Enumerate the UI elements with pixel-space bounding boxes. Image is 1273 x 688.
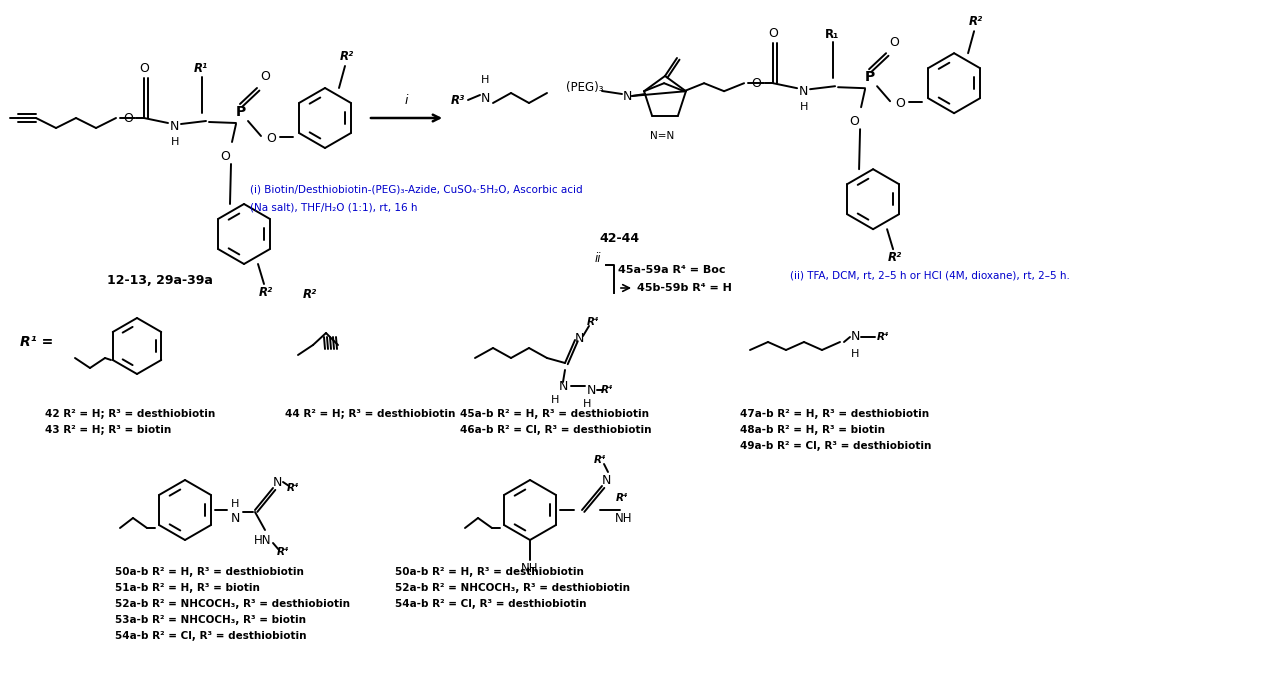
Text: (Na salt), THF/H₂O (1:1), rt, 16 h: (Na salt), THF/H₂O (1:1), rt, 16 h [250, 202, 418, 212]
Text: O: O [768, 27, 778, 40]
Text: P: P [864, 70, 876, 84]
Text: H: H [799, 103, 808, 112]
Text: 54a-b R² = Cl, R³ = desthiobiotin: 54a-b R² = Cl, R³ = desthiobiotin [395, 599, 587, 609]
Text: O: O [889, 36, 899, 49]
Text: i: i [405, 94, 407, 107]
Text: N: N [480, 92, 490, 105]
Text: N: N [798, 85, 808, 98]
Text: H: H [850, 349, 859, 359]
Text: R⁴: R⁴ [616, 493, 629, 503]
Text: N: N [559, 380, 568, 392]
Text: O: O [751, 76, 761, 89]
Text: (i) Biotin/Desthiobiotin-(PEG)₃-Azide, CuSO₄·5H₂O, Ascorbic acid: (i) Biotin/Desthiobiotin-(PEG)₃-Azide, C… [250, 185, 583, 195]
Text: R¹: R¹ [193, 63, 207, 76]
Text: 12-13, 29a-39a: 12-13, 29a-39a [107, 274, 213, 286]
Text: 44 R² = H; R³ = desthiobiotin: 44 R² = H; R³ = desthiobiotin [285, 409, 456, 419]
Text: O: O [260, 70, 270, 83]
Text: R²: R² [258, 286, 274, 299]
Text: 52a-b R² = NHCOCH₃, R³ = desthiobiotin: 52a-b R² = NHCOCH₃, R³ = desthiobiotin [115, 599, 350, 609]
Text: (ii) TFA, DCM, rt, 2–5 h or HCl (4M, dioxane), rt, 2–5 h.: (ii) TFA, DCM, rt, 2–5 h or HCl (4M, dio… [791, 270, 1069, 280]
Text: 45a-b R² = H, R³ = desthiobiotin: 45a-b R² = H, R³ = desthiobiotin [460, 409, 649, 419]
Text: N: N [169, 120, 178, 133]
Text: NH: NH [615, 511, 633, 524]
Text: 50a-b R² = H, R³ = desthiobiotin: 50a-b R² = H, R³ = desthiobiotin [115, 567, 304, 577]
Text: O: O [895, 97, 905, 109]
Text: N: N [601, 473, 611, 486]
Text: R⁴: R⁴ [877, 332, 890, 342]
Text: HN: HN [255, 533, 271, 546]
Text: R²: R² [889, 250, 903, 264]
Text: NH: NH [521, 561, 538, 574]
Text: 47a-b R² = H, R³ = desthiobiotin: 47a-b R² = H, R³ = desthiobiotin [740, 409, 929, 419]
Text: H: H [583, 399, 591, 409]
Text: 49a-b R² = Cl, R³ = desthiobiotin: 49a-b R² = Cl, R³ = desthiobiotin [740, 441, 932, 451]
Text: H: H [481, 75, 489, 85]
Text: H: H [230, 499, 239, 509]
Text: R²: R² [969, 14, 983, 28]
Text: R⁴: R⁴ [286, 483, 299, 493]
Text: 45a-59a R⁴ = Boc: 45a-59a R⁴ = Boc [617, 265, 726, 275]
Text: (PEG)₃: (PEG)₃ [566, 81, 603, 94]
Text: R⁴: R⁴ [593, 455, 606, 465]
Text: O: O [220, 149, 230, 162]
Text: H: H [551, 395, 559, 405]
Text: R³: R³ [451, 94, 465, 107]
Text: 45b-59b R⁴ = H: 45b-59b R⁴ = H [636, 283, 732, 293]
Text: R⁴: R⁴ [587, 317, 600, 327]
Text: 50a-b R² = H, R³ = desthiobiotin: 50a-b R² = H, R³ = desthiobiotin [395, 567, 584, 577]
Text: O: O [266, 131, 276, 144]
Text: R¹ =: R¹ = [20, 335, 53, 349]
Text: 46a-b R² = Cl, R³ = desthiobiotin: 46a-b R² = Cl, R³ = desthiobiotin [460, 425, 652, 435]
Text: 53a-b R² = NHCOCH₃, R³ = biotin: 53a-b R² = NHCOCH₃, R³ = biotin [115, 615, 306, 625]
Text: 52a-b R² = NHCOCH₃, R³ = desthiobiotin: 52a-b R² = NHCOCH₃, R³ = desthiobiotin [395, 583, 630, 593]
Text: O: O [849, 115, 859, 128]
Text: N: N [574, 332, 584, 345]
Text: N: N [587, 383, 596, 396]
Text: N=N: N=N [651, 131, 675, 141]
Text: 42-44: 42-44 [600, 231, 640, 244]
Text: 42 R² = H; R³ = desthiobiotin: 42 R² = H; R³ = desthiobiotin [45, 409, 215, 419]
Text: N: N [272, 475, 281, 488]
Text: P: P [236, 105, 246, 119]
Text: R²: R² [303, 288, 317, 301]
Text: N: N [230, 511, 239, 524]
Text: H: H [171, 137, 179, 147]
Text: N: N [850, 330, 859, 343]
Text: O: O [139, 61, 149, 74]
Text: R²: R² [340, 50, 354, 63]
Text: 43 R² = H; R³ = biotin: 43 R² = H; R³ = biotin [45, 425, 172, 435]
Text: N: N [622, 89, 631, 103]
Text: 48a-b R² = H, R³ = biotin: 48a-b R² = H, R³ = biotin [740, 425, 885, 435]
Text: ii: ii [594, 252, 602, 264]
Text: R₁: R₁ [825, 28, 839, 41]
Text: R⁴: R⁴ [276, 547, 289, 557]
Text: 54a-b R² = Cl, R³ = desthiobiotin: 54a-b R² = Cl, R³ = desthiobiotin [115, 631, 307, 641]
Text: O: O [123, 111, 132, 125]
Text: R⁴: R⁴ [601, 385, 614, 395]
Text: 51a-b R² = H, R³ = biotin: 51a-b R² = H, R³ = biotin [115, 583, 260, 593]
